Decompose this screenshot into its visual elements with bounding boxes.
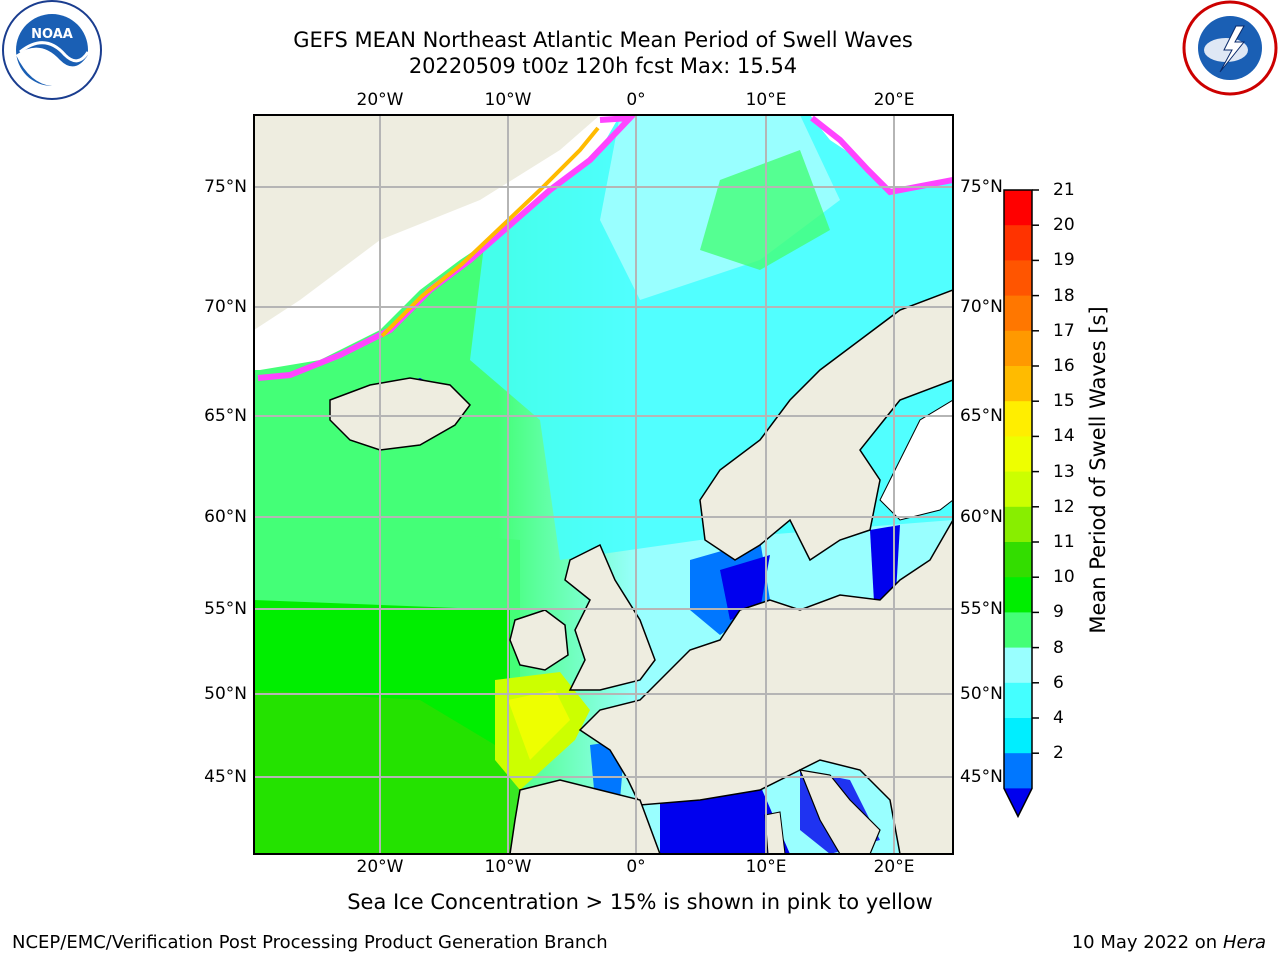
colorbar-tick-label: 9	[1053, 602, 1064, 623]
colorbar-tick-label: 4	[1053, 708, 1064, 728]
lon-label-top-0: 0°	[626, 90, 646, 110]
lat-label-left-75n: 75°N	[204, 177, 247, 197]
ireland-landmass	[509, 609, 569, 671]
colorbar-tick-label: 13	[1053, 461, 1075, 482]
colorbar-tick-label: 2	[1053, 743, 1064, 764]
sea-ice-edge	[257, 115, 637, 381]
graticule	[254, 115, 953, 854]
lon-label-bottom-20e: 20°E	[873, 857, 915, 877]
footer-date: 10 May 2022 on	[1071, 932, 1218, 953]
lat-label-left-60n: 60°N	[204, 507, 247, 527]
colorbar-tick-label: 14	[1053, 426, 1075, 447]
colorbar-tick-label: 15	[1053, 391, 1075, 412]
lon-label-top-20w: 20°W	[356, 90, 404, 110]
lon-label-bottom-0: 0°	[626, 857, 646, 877]
lat-label-right-45n: 45°N	[960, 767, 1003, 787]
footer-organization: NCEP/EMC/Verification Post Processing Pr…	[12, 932, 608, 953]
lon-label-bottom-10w: 10°W	[484, 857, 532, 877]
colorbar-swatch	[1004, 753, 1032, 789]
lat-label-left-50n: 50°N	[204, 684, 247, 704]
colorbar-tick-label: 21	[1053, 180, 1075, 200]
lon-label-top-10e: 10°E	[745, 90, 787, 110]
colorbar-tick-label: 8	[1053, 637, 1064, 658]
colorbar-tick-label: 11	[1053, 532, 1075, 552]
lat-label-left-45n: 45°N	[204, 767, 247, 787]
colorbar-tick-label: 18	[1053, 285, 1075, 306]
lat-label-right-50n: 50°N	[960, 684, 1003, 704]
lat-label-right-65n: 65°N	[960, 406, 1003, 426]
colorbar-tick-label: 20	[1053, 215, 1075, 236]
lon-label-bottom-10e: 10°E	[745, 857, 787, 877]
map-frame	[253, 114, 954, 855]
lon-label-bottom-20w: 20°W	[356, 857, 404, 877]
map-title: GEFS MEAN Northeast Atlantic Mean Period…	[293, 28, 913, 52]
colorbar-swatch	[1004, 295, 1032, 332]
iceland-landmass	[329, 377, 471, 451]
colorbar-tick-label: 12	[1053, 496, 1075, 517]
colorbar-swatch	[1004, 718, 1032, 754]
colorbar-tick-label: 6	[1053, 672, 1064, 693]
colorbar-swatch	[1004, 682, 1032, 719]
colorbar-swatch	[1004, 506, 1032, 543]
colorbar-swatch	[1004, 225, 1032, 261]
map-subtitle: 20220509 t00z 120h fcst Max: 15.54	[408, 54, 798, 78]
iberia-landmass	[509, 779, 661, 854]
colorbar-title: Mean Period of Swell Waves [s]	[1086, 306, 1110, 634]
colorbar-swatch	[1004, 436, 1032, 473]
lat-label-right-70n: 70°N	[960, 297, 1003, 317]
colorbar-outline	[1003, 189, 1033, 819]
lat-label-right-55n: 55°N	[960, 599, 1003, 619]
colorbar	[1003, 189, 1039, 819]
colorbar-swatch	[1004, 190, 1032, 226]
colorbar-tick-label: 17	[1053, 320, 1075, 341]
lat-label-right-60n: 60°N	[960, 507, 1003, 527]
colorbar-extend-triangle	[1004, 788, 1032, 817]
colorbar-swatch	[1004, 366, 1032, 402]
colorbar-tick-label: 10	[1053, 567, 1075, 588]
lon-label-top-20e: 20°E	[873, 90, 915, 110]
footer-timestamp: 10 May 2022 on Hera	[1072, 932, 1266, 953]
lat-label-left-55n: 55°N	[204, 599, 247, 619]
colorbar-tick-label: 19	[1053, 250, 1075, 271]
great-britain-landmass	[564, 543, 656, 691]
colorbar-swatch	[1004, 577, 1032, 613]
lat-label-right-75n: 75°N	[960, 177, 1003, 197]
colorbar-swatch	[1004, 612, 1032, 649]
colorbar-swatch	[1004, 401, 1032, 437]
colorbar-swatch	[1004, 542, 1032, 578]
colorbar-tick-label: 16	[1053, 356, 1075, 376]
footer-host: Hera	[1222, 932, 1266, 953]
colorbar-swatch	[1004, 260, 1032, 297]
colorbar-swatch	[1004, 647, 1032, 684]
lon-label-top-10w: 10°W	[484, 90, 532, 110]
lat-label-left-70n: 70°N	[204, 297, 247, 317]
colorbar-swatch	[1004, 330, 1032, 367]
colorbar-swatch	[1004, 471, 1032, 508]
lat-label-left-65n: 65°N	[204, 406, 247, 426]
sea-ice-note: Sea Ice Concentration > 15% is shown in …	[347, 890, 933, 914]
scandinavia-landmass	[699, 289, 953, 562]
